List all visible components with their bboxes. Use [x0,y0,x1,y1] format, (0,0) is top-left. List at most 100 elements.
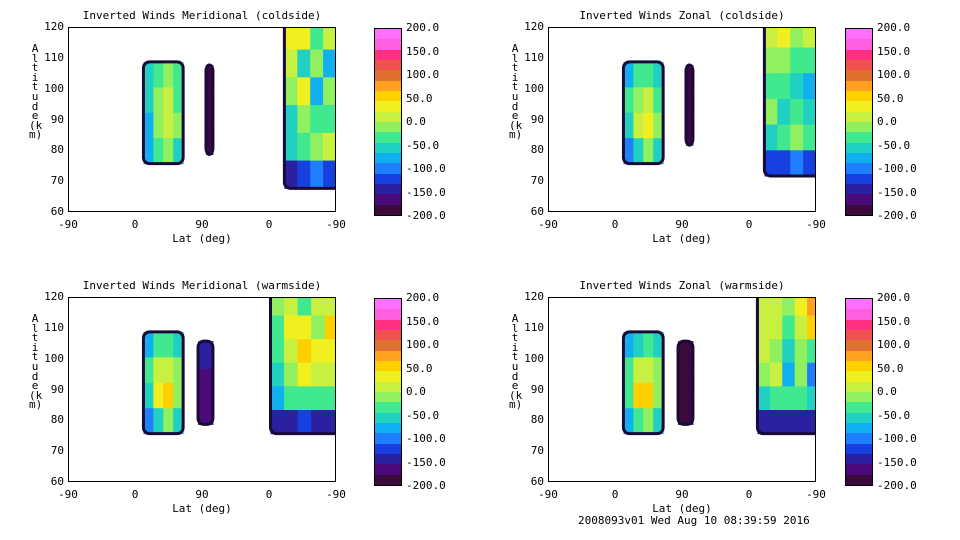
y-tick-label: 120 [524,20,544,33]
data-cell [777,28,791,49]
colorbar-swatch [375,391,401,403]
colorbar-tick-label: -200.0 [877,209,917,222]
data-cell [757,362,771,387]
data-cell [173,138,184,165]
y-tick-label: 110 [524,320,544,334]
colorbar-swatch [375,121,401,133]
data-cell [173,87,184,114]
colorbar-swatch [375,101,401,112]
colorbar-swatch [375,70,401,81]
colorbar-swatch [846,309,872,320]
region-outline [268,298,335,436]
data-cell [284,28,298,51]
colorbar-swatch [846,350,872,361]
data-cell [623,87,634,114]
y-tick-label: 60 [530,205,544,218]
colorbar-swatch [375,319,401,330]
colorbar-swatch [375,80,401,91]
data-cell [807,315,815,340]
data-cell [324,315,335,340]
data-cell [297,410,312,435]
data-cell [310,160,324,189]
colorbar-swatch [846,299,872,310]
colorbar-tick-label: 150.0 [406,44,440,58]
data-cell [803,28,815,49]
data-cell [153,61,164,88]
data-cell [794,362,808,387]
colorbar-swatch [846,371,872,382]
data-cell [769,298,783,316]
data-cell [685,65,694,93]
colorbar-swatch [375,474,401,485]
colorbar-swatch [846,204,872,215]
data-cell [205,124,214,155]
y-tick-label: 70 [50,174,64,188]
data-cell [323,105,335,134]
data-cell [803,73,815,100]
data-cell [297,77,311,106]
x-tick-label: -90 [806,488,826,501]
y-tick-label: 90 [530,382,544,396]
colorbar-swatch [375,350,401,361]
x-tick-label: 0 [745,488,753,501]
data-cell [764,124,778,151]
x-axis-label: Lat (deg) [652,232,712,245]
data-cell [297,339,312,364]
colorbar-swatch [375,340,401,351]
data-cell [794,386,808,411]
y-tick-label: 80 [50,413,64,427]
x-tick-label: 90 [195,218,209,231]
data-cell [678,368,694,398]
data-cell [173,331,184,358]
colorbar-swatch [375,464,401,475]
data-cell [782,339,796,364]
y-tick-label: 60 [50,475,64,488]
data-region [141,330,185,436]
data-cell [270,410,285,435]
colorbar-swatch [375,90,401,102]
y-tick-label: 90 [50,112,64,126]
data-cell [163,382,174,409]
data-cell [297,105,311,134]
data-cell [790,28,804,49]
data-cell [173,112,184,139]
plot-area [68,27,336,212]
y-tick-label: 80 [50,143,64,157]
colorbar-tick-label: -50.0 [406,408,440,422]
y-axis-label: Altitude (km) [29,312,43,412]
data-region [762,28,815,178]
plot-area [548,297,816,482]
colorbar-swatch [375,299,401,310]
region-outline [141,60,185,166]
colorbar-swatch [375,183,401,195]
colorbar-tick-label: -100.0 [877,432,917,445]
data-cell [323,132,335,162]
y-tick-label: 80 [530,413,544,427]
data-cell [790,73,804,100]
colorbar-swatch [375,371,401,382]
data-cell [643,87,654,114]
colorbar-tick-label: 200.0 [406,21,440,34]
plot-svg [141,28,335,190]
region-outline [141,330,185,436]
data-cell [163,357,174,384]
colorbar-swatch [846,443,872,454]
data-cell [143,331,154,358]
x-tick-label: -90 [58,488,78,501]
data-cell [757,410,771,435]
colorbar-tick-label: 150.0 [877,314,911,328]
data-cell [653,408,664,435]
chart-zonal-warmside: Inverted Winds Zonal (warmside) Lat (deg… [480,270,960,540]
colorbar-swatch [375,59,401,71]
x-tick-label: 0 [265,218,273,231]
data-cell [311,410,326,435]
x-axis-label: Lat (deg) [172,232,232,245]
colorbar-tick-label: -200.0 [406,209,446,222]
colorbar-swatch [846,101,872,112]
colorbar-tick-label: 100.0 [406,338,440,351]
colorbar-swatch [846,402,872,413]
y-tick-label: 70 [530,174,544,188]
x-tick-label: -90 [806,218,826,231]
colorbar-swatch [846,422,872,434]
data-cell [790,47,804,74]
